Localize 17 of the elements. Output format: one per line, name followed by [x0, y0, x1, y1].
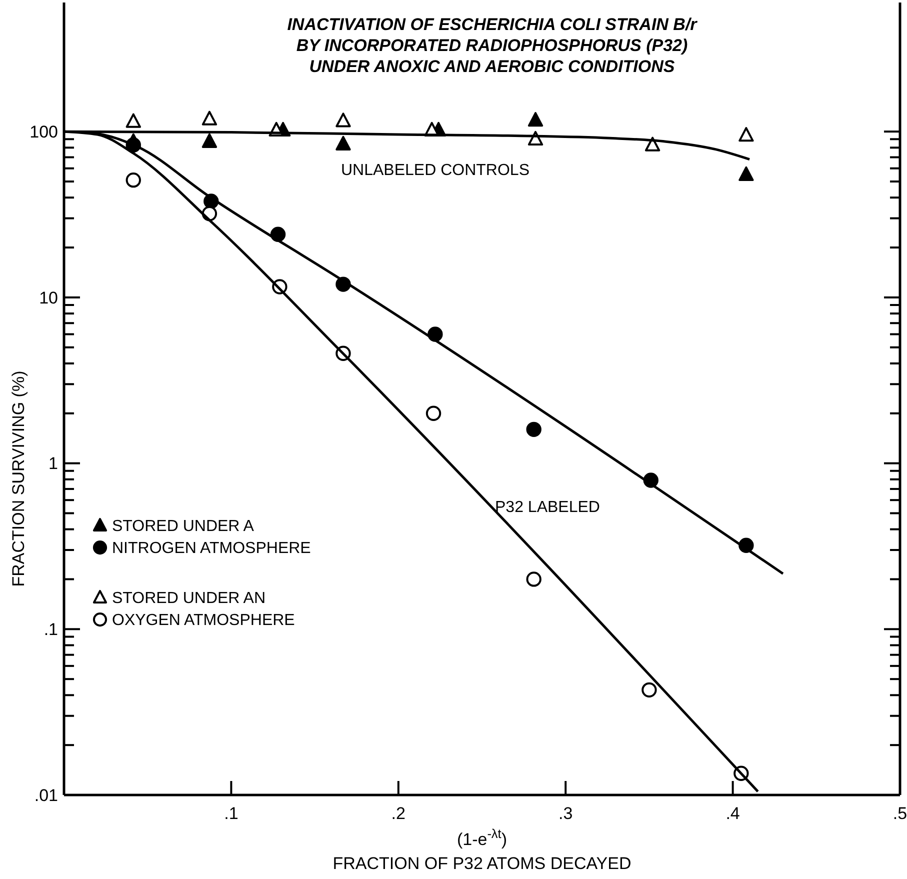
x-tick-label: .5: [892, 804, 907, 823]
y-tick-label: .1: [44, 620, 58, 640]
x-tick-label: .4: [726, 804, 740, 823]
annotation: UNLABELED CONTROLS: [341, 162, 530, 179]
x-tick-label: .3: [558, 804, 573, 823]
y-tick-label: .01: [34, 786, 58, 805]
x-tick-label: .2: [391, 804, 406, 823]
text: INACTIVATION OF ESCHERICHIA COLI STRAIN B/r BY INCORPORATED RADIOPHOSPHORUS (P32) UNDER ANOXIC AND AEROBIC CONDITIONS: [287, 15, 698, 76]
legend-label: STORED UNDER A NITROGEN ATMOSPHERE: [112, 518, 311, 558]
x-axis-title: (1-e$^{-λt}$) FRACTION OF P32 ATOMS DECAYED: [332, 826, 632, 873]
y-tick-label: 10: [39, 288, 58, 308]
legend-label: STORED UNDER AN OXYGEN ATMOSPHERE: [112, 590, 295, 630]
x-tick-label: .1: [224, 804, 238, 823]
y-tick-label: 100: [30, 122, 58, 142]
annotation: P32 LABELED: [495, 499, 600, 516]
y-axis-title: FRACTION SURVIVING (%): [9, 370, 28, 587]
y-tick-label: 1: [48, 454, 58, 474]
